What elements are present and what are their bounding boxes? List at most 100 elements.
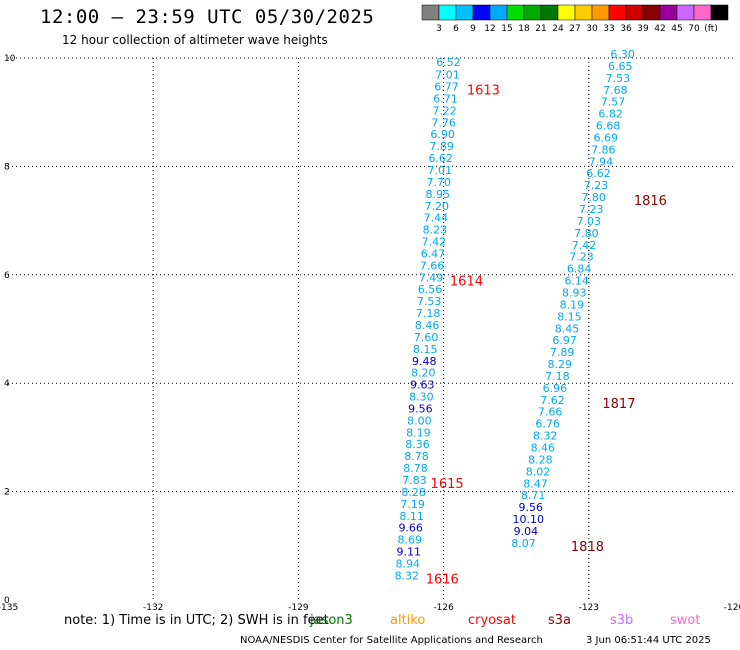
colorbar-label: 15 (501, 24, 512, 34)
colorbar-swatch (421, 4, 440, 21)
colorbar-label: 33 (603, 24, 614, 34)
colorbar-label: 39 (637, 24, 649, 34)
swh-value: 6.62 (428, 152, 453, 165)
swh-value: 9.56 (408, 402, 433, 415)
swh-value: 8.95 (426, 188, 451, 201)
swh-value: 7.53 (606, 72, 631, 85)
colorbar-label: 42 (654, 24, 665, 34)
page-subtitle: 12 hour collection of altimeter wave hei… (62, 33, 328, 47)
swh-value: 7.83 (402, 474, 427, 487)
swh-value: 8.15 (413, 343, 438, 356)
swh-value: 7.03 (577, 215, 602, 228)
y-tick-label: 2 (4, 488, 10, 498)
swh-value: 7.42 (422, 236, 447, 249)
swh-value: 9.56 (518, 501, 543, 514)
swh-value: 10.10 (513, 513, 545, 526)
colorbar-swatch (693, 4, 712, 21)
footer-credit: NOAA/NESDIS Center for Satellite Applica… (240, 635, 543, 646)
swh-value: 7.89 (550, 346, 575, 359)
swh-value: 8.94 (396, 557, 421, 570)
colorbar-swatch (625, 4, 644, 21)
swh-value: 6.68 (596, 120, 621, 133)
colorbar-label: 70 (688, 24, 700, 34)
time-label: 1614 (450, 274, 483, 289)
colorbar-swatch (591, 4, 610, 21)
swh-value: 7.49 (419, 271, 444, 284)
swh-value: 7.66 (420, 259, 445, 272)
colorbar-swatch (523, 4, 542, 21)
mission-jason3: jason3 (310, 613, 353, 628)
swh-value: 9.66 (398, 522, 423, 535)
swh-value: 8.30 (409, 391, 434, 404)
colorbar-label: 21 (535, 24, 546, 34)
colorbar-label: 12 (484, 24, 495, 34)
swh-value: 6.14 (564, 275, 589, 288)
swh-value: 6.69 (593, 131, 618, 144)
colorbar-swatch (676, 4, 695, 21)
swh-value: 8.69 (397, 534, 422, 547)
x-tick-label: -123 (579, 603, 599, 613)
swh-value: 6.97 (552, 334, 577, 347)
colorbar-swatch (557, 4, 576, 21)
swh-value: 6.82 (598, 108, 623, 121)
swh-value: 6.47 (421, 247, 446, 260)
swh-value: 7.23 (569, 251, 594, 264)
swh-value: 6.77 (434, 81, 459, 94)
y-tick-label: 4 (4, 379, 10, 389)
colorbar-label: 6 (453, 24, 459, 34)
swh-value: 8.32 (533, 430, 558, 443)
colorbar-label: 45 (671, 24, 682, 34)
colorbar-label: 3 (436, 24, 442, 34)
colorbar-swatch (659, 4, 678, 21)
x-tick-label: -126 (433, 603, 454, 613)
swh-value: 7.20 (425, 200, 450, 213)
colorbar-label: 18 (518, 24, 530, 34)
colorbar-label: 36 (620, 24, 632, 34)
colorbar-swatch (642, 4, 661, 21)
mission-cryosat: cryosat (468, 613, 516, 628)
x-tick-label: -132 (143, 603, 163, 613)
y-tick-label: 6 (4, 271, 10, 281)
colorbar-swatch (438, 4, 457, 21)
x-tick-label: -135 (0, 603, 18, 613)
swh-value: 6.90 (430, 128, 455, 141)
footer-timestamp: 3 Jun 06:51:44 UTC 2025 (586, 635, 711, 646)
swh-value: 8.28 (401, 486, 426, 499)
swh-value: 8.23 (423, 224, 448, 237)
swh-value: 7.57 (601, 96, 626, 109)
mission-s3a: s3a (548, 613, 572, 628)
mission-s3b: s3b (610, 613, 634, 628)
swh-value: 6.62 (586, 167, 611, 180)
time-label: 1817 (602, 397, 635, 412)
swh-value: 8.00 (407, 414, 432, 427)
swh-value: 7.01 (427, 164, 452, 177)
swh-value: 7.70 (427, 176, 452, 189)
swh-value: 9.63 (410, 379, 435, 392)
swh-value: 7.89 (429, 140, 454, 153)
colorbar-label: (ft) (704, 24, 718, 34)
x-tick-label: -120 (724, 603, 740, 613)
colorbar-swatch (455, 4, 474, 21)
footer-note: note: 1) Time is in UTC; 2) SWH is in fe… (64, 613, 329, 628)
swh-value: 7.19 (400, 498, 425, 511)
swh-value: 8.20 (411, 367, 436, 380)
swh-value: 8.93 (562, 286, 587, 299)
swh-value: 6.76 (535, 418, 560, 431)
swh-value: 7.86 (591, 143, 616, 156)
swh-value: 8.29 (548, 358, 573, 371)
swh-value: 7.01 (435, 69, 460, 82)
swh-value: 8.46 (415, 319, 440, 332)
swh-value: 8.45 (555, 322, 580, 335)
swh-value: 8.19 (560, 298, 585, 311)
colorbar-label: 27 (569, 24, 580, 34)
page-title: 12:00 – 23:59 UTC 05/30/2025 (40, 6, 375, 28)
swh-value: 7.94 (589, 155, 614, 168)
swh-value: 9.48 (412, 355, 437, 368)
swh-value: 8.46 (531, 441, 556, 454)
swh-value: 8.07 (511, 537, 536, 550)
colorbar-label: 30 (586, 24, 598, 34)
colorbar-swatch (710, 4, 729, 21)
y-tick-label: 0 (4, 596, 10, 606)
swh-value: 7.68 (603, 84, 628, 97)
